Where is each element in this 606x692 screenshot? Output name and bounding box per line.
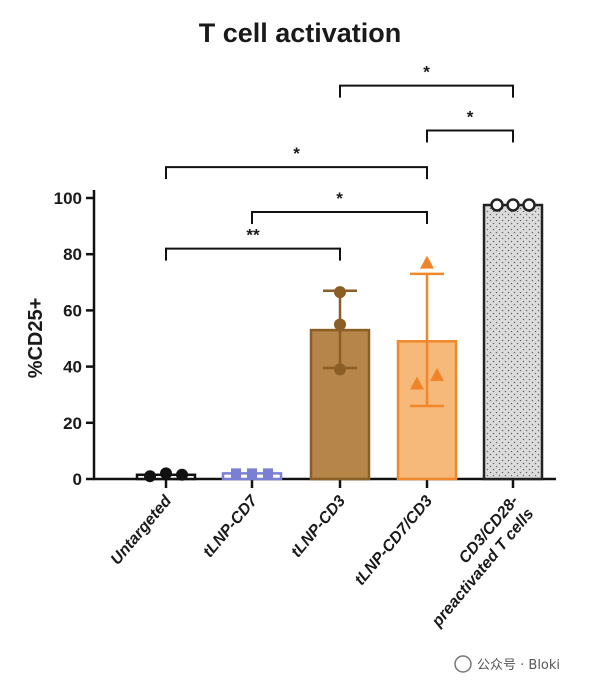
significance-label: * bbox=[423, 63, 430, 82]
category-label-line: Untargeted bbox=[108, 492, 176, 569]
significance-label: * bbox=[467, 108, 474, 127]
chart-title: T cell activation bbox=[199, 18, 402, 48]
y-tick-label: 40 bbox=[63, 358, 82, 377]
bar bbox=[482, 203, 544, 481]
data-point bbox=[176, 468, 188, 481]
data-point bbox=[334, 286, 346, 299]
significance-brackets: ****** bbox=[165, 63, 514, 261]
watermark: 公众号 · Bloki bbox=[454, 655, 560, 673]
data-point bbox=[334, 363, 346, 376]
data-point bbox=[231, 468, 241, 479]
significance-label: ** bbox=[246, 226, 260, 245]
data-point bbox=[522, 198, 536, 212]
data-point bbox=[430, 368, 444, 382]
y-axis-label: %CD25+ bbox=[25, 298, 47, 379]
significance-label: * bbox=[293, 144, 300, 163]
y-tick-label: 20 bbox=[63, 414, 82, 433]
y-tick-label: 0 bbox=[73, 470, 82, 489]
y-tick-label: 80 bbox=[63, 245, 82, 264]
category-label: tLNP-CD3 bbox=[288, 493, 349, 561]
category-label-line: tLNP-CD3 bbox=[288, 493, 349, 561]
category-label: CD3/CD28-preactivated T cells bbox=[413, 493, 538, 631]
category-label: tLNP-CD7/CD3 bbox=[352, 493, 437, 589]
y-tick-label: 60 bbox=[63, 301, 82, 320]
category-label-line: tLNP-CD7 bbox=[200, 492, 262, 561]
significance-bracket bbox=[339, 84, 514, 98]
significance-bracket bbox=[251, 211, 428, 225]
category-labels: Untargeted tLNP-CD7 tLNP-CD3 tLNP-CD7/CD3 CD… bbox=[108, 492, 538, 631]
watermark-text: 公众号 · Bloki bbox=[477, 658, 560, 673]
significance-bracket bbox=[426, 129, 514, 143]
data-point bbox=[263, 468, 273, 479]
significance-bracket bbox=[165, 247, 341, 261]
data-point bbox=[490, 198, 504, 212]
data-points bbox=[144, 198, 536, 483]
significance-label: * bbox=[336, 189, 343, 208]
category-label: Untargeted bbox=[108, 492, 176, 569]
error-bars bbox=[323, 272, 444, 408]
data-point bbox=[144, 470, 156, 483]
data-point bbox=[410, 376, 424, 390]
data-point bbox=[160, 467, 172, 480]
axes: 0 20 40 60 80 100 bbox=[54, 189, 556, 489]
data-point bbox=[247, 468, 257, 479]
y-tick-label: 100 bbox=[54, 189, 82, 208]
category-label: tLNP-CD7 bbox=[200, 492, 262, 561]
category-label-line: tLNP-CD7/CD3 bbox=[352, 493, 437, 589]
data-point bbox=[506, 198, 520, 212]
wechat-icon bbox=[454, 655, 472, 673]
significance-bracket bbox=[165, 166, 428, 180]
data-point bbox=[334, 318, 346, 331]
data-point bbox=[420, 255, 434, 269]
